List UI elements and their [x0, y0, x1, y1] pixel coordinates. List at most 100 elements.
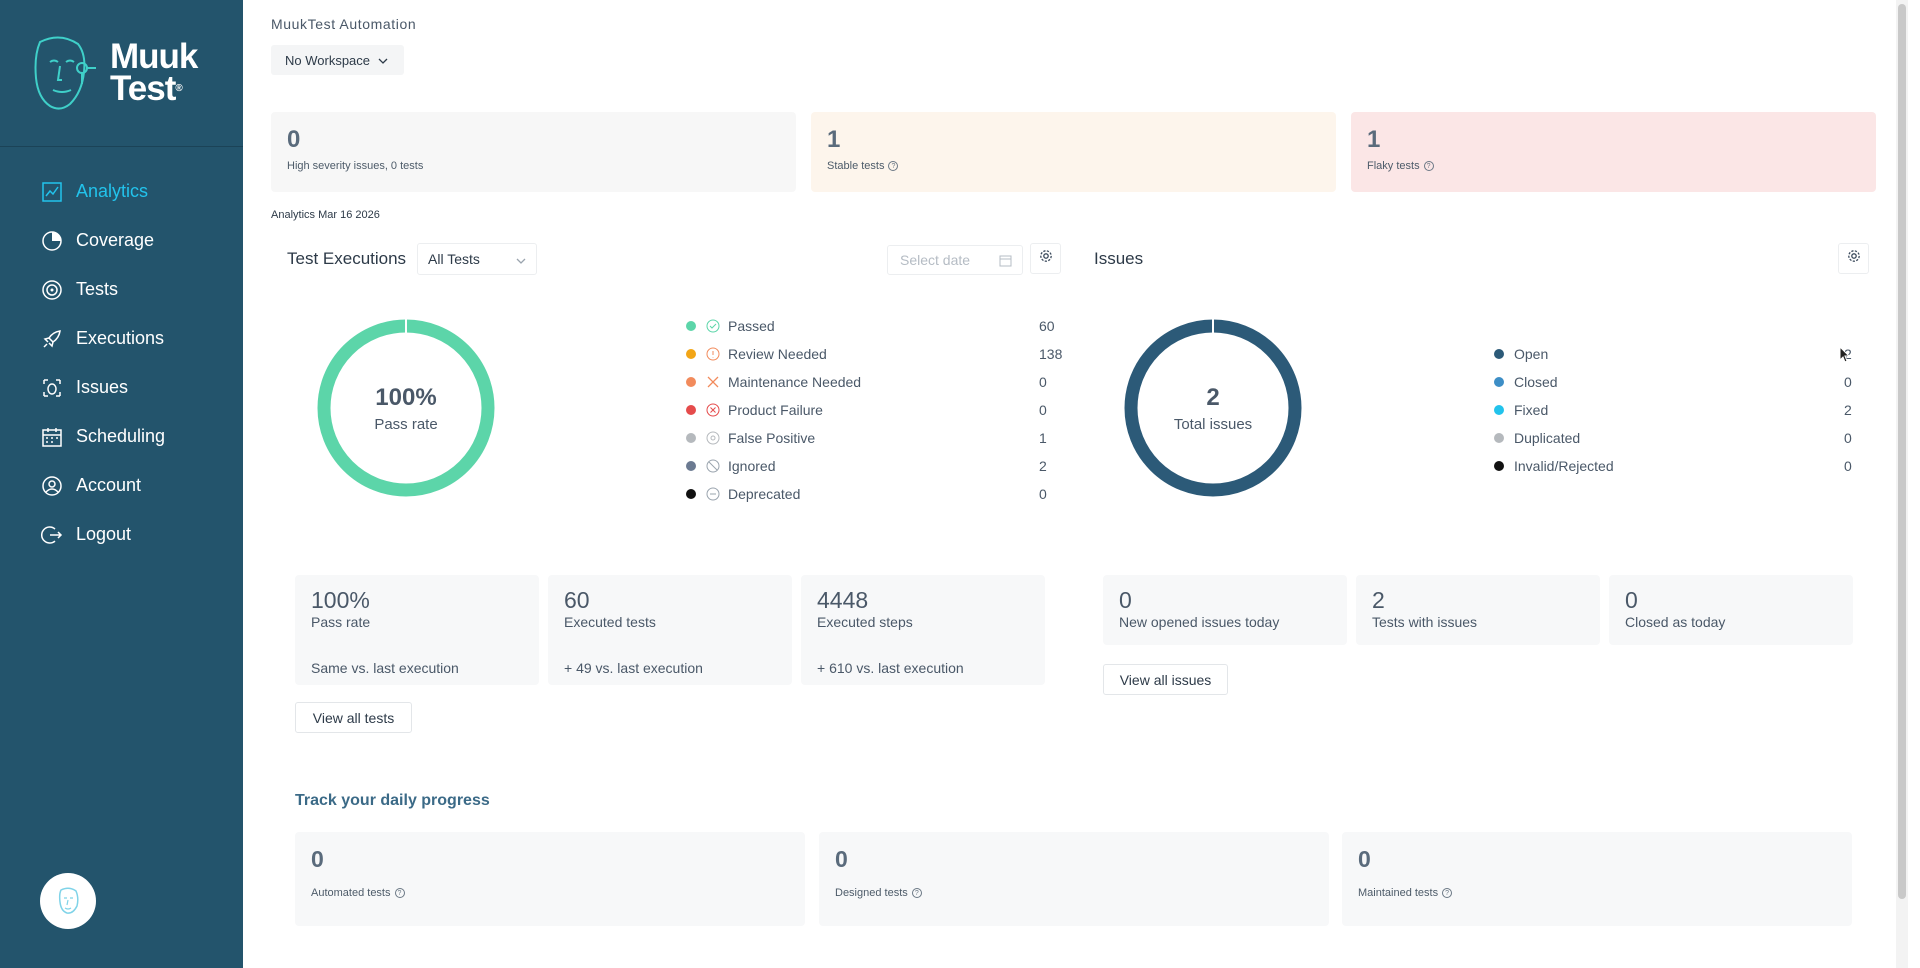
legend-label: Invalid/Rejected	[1514, 458, 1614, 474]
sidebar-item-issues[interactable]: Issues	[0, 363, 243, 412]
chevron-down-icon	[378, 53, 388, 68]
legend-dot	[686, 405, 696, 415]
user-icon	[40, 474, 64, 498]
issues-settings-button[interactable]	[1838, 243, 1869, 274]
date-placeholder: Select date	[900, 252, 971, 268]
legend-open[interactable]: Open	[1494, 343, 1548, 365]
main-content: MuukTest Automation No Workspace 0 High …	[243, 0, 1908, 968]
workspace-label: No Workspace	[285, 52, 371, 68]
legend-dot	[686, 377, 696, 387]
stat-value: 2	[1372, 587, 1385, 613]
total-issues-value: 2	[1206, 383, 1220, 411]
summary-card-flaky: 1 Flaky tests?	[1351, 112, 1876, 192]
summary-card-high-severity: 0 High severity issues, 0 tests	[271, 112, 796, 192]
stat-value: 0	[1119, 587, 1132, 613]
stat-card-executed-tests: 60 Executed tests + 49 vs. last executio…	[548, 575, 792, 685]
mouse-cursor-icon	[1839, 346, 1851, 363]
ban-icon	[706, 459, 720, 473]
progress-label: Automated tests?	[311, 887, 789, 899]
legend-closed[interactable]: Closed	[1494, 371, 1558, 393]
legend-product-failure[interactable]: Product Failure	[686, 399, 823, 421]
scrollbar-thumb[interactable]	[1898, 4, 1906, 899]
muuktest-face-logo	[34, 36, 96, 110]
legend-dot	[1494, 349, 1504, 359]
pass-rate-center: 100% Pass rate	[316, 318, 496, 498]
summary-label-text: Flaky tests	[1367, 160, 1420, 172]
legend-value: 138	[1039, 346, 1063, 362]
legend-dot	[686, 349, 696, 359]
info-icon[interactable]: ?	[1423, 161, 1434, 171]
issues-title: Issues	[1094, 249, 1144, 268]
progress-value: 0	[835, 846, 848, 872]
legend-review-needed[interactable]: Review Needed	[686, 343, 827, 365]
legend-false-positive[interactable]: False Positive	[686, 427, 815, 449]
logo-line-2: Test®	[110, 71, 197, 106]
view-all-issues-button[interactable]: View all issues	[1103, 664, 1228, 695]
legend-label: Passed	[728, 318, 775, 334]
minus-circle-icon	[706, 487, 720, 501]
summary-value: 1	[1367, 126, 1381, 153]
legend-invalid-rejected[interactable]: Invalid/Rejected	[1494, 455, 1614, 477]
sidebar-item-tests[interactable]: Tests	[0, 265, 243, 314]
tools-icon	[706, 375, 720, 389]
legend-value: 60	[1039, 318, 1055, 334]
legend-value: 0	[1844, 374, 1852, 390]
legend-dot	[686, 321, 696, 331]
sidebar-item-account[interactable]: Account	[0, 461, 243, 510]
legend-duplicated[interactable]: Duplicated	[1494, 427, 1580, 449]
legend-value: 2	[1844, 402, 1852, 418]
legend-value: 0	[1844, 430, 1852, 446]
summary-label: Flaky tests?	[1367, 160, 1860, 172]
legend-label: Review Needed	[728, 346, 827, 362]
legend-label: False Positive	[728, 430, 816, 446]
sidebar-item-label: Coverage	[76, 230, 155, 250]
sidebar-item-analytics[interactable]: Analytics	[0, 167, 243, 216]
legend-deprecated[interactable]: Deprecated	[686, 483, 800, 505]
view-all-tests-button[interactable]: View all tests	[295, 702, 412, 733]
pass-rate-value: 100%	[375, 383, 437, 411]
total-issues-label: Total issues	[1173, 415, 1253, 433]
sidebar-item-logout[interactable]: Logout	[0, 510, 243, 559]
track-progress-title: Track your daily progress	[295, 792, 490, 809]
summary-value: 1	[827, 126, 841, 153]
sidebar-item-executions[interactable]: Executions	[0, 314, 243, 363]
issues-center: 2 Total issues	[1123, 318, 1303, 498]
stat-label: New opened issues today	[1119, 614, 1280, 630]
progress-label-text: Automated tests	[311, 887, 391, 899]
legend-passed[interactable]: Passed	[686, 315, 775, 337]
vertical-scrollbar[interactable]	[1896, 0, 1908, 968]
info-icon[interactable]: ?	[1442, 888, 1453, 898]
sidebar-item-coverage[interactable]: Coverage	[0, 216, 243, 265]
legend-dot	[686, 461, 696, 471]
info-icon[interactable]: ?	[394, 888, 405, 898]
sidebar-item-label: Scheduling	[76, 426, 166, 446]
logo-line-2-text: Test	[110, 69, 176, 108]
legend-ignored[interactable]: Ignored	[686, 455, 775, 477]
logo[interactable]: Muuk Test®	[0, 0, 243, 147]
progress-label-text: Designed tests	[835, 887, 908, 899]
legend-label: Deprecated	[728, 486, 801, 502]
sidebar-item-label: Analytics	[76, 181, 149, 201]
legend-dot	[1494, 433, 1504, 443]
bug-icon	[40, 376, 64, 400]
date-picker-input[interactable]: Select date	[887, 245, 1023, 275]
stat-label: Closed as today	[1625, 614, 1726, 630]
sidebar-item-scheduling[interactable]: Scheduling	[0, 412, 243, 461]
avatar[interactable]	[40, 873, 96, 929]
sidebar-nav: Analytics Coverage Tests Executions Issu…	[0, 167, 243, 559]
workspace-dropdown[interactable]: No Workspace	[271, 45, 404, 75]
gear-icon	[1039, 249, 1053, 268]
stat-label: Executed steps	[817, 614, 913, 630]
legend-fixed[interactable]: Fixed	[1494, 399, 1548, 421]
legend-dot	[686, 433, 696, 443]
legend-maintenance-needed[interactable]: Maintenance Needed	[686, 371, 861, 393]
analytics-date: Analytics Mar 16 2026	[271, 209, 380, 221]
info-icon[interactable]: ?	[911, 888, 922, 898]
tests-filter-select[interactable]: All Tests	[417, 243, 537, 275]
tests-filter-value: All Tests	[428, 251, 480, 267]
stat-value: 0	[1625, 587, 1638, 613]
analytics-icon	[40, 180, 64, 204]
legend-label: Maintenance Needed	[728, 374, 862, 390]
info-icon[interactable]: ?	[888, 161, 899, 171]
executions-settings-button[interactable]	[1030, 243, 1061, 274]
